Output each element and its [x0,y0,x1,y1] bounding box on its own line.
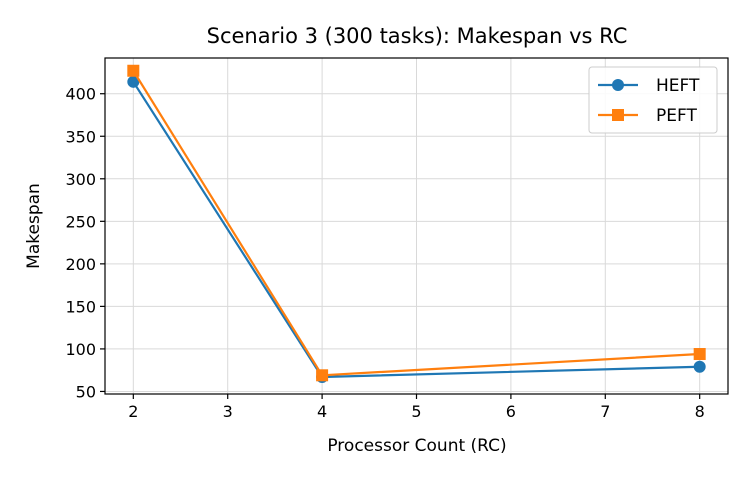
x-tick-label: 6 [506,402,516,421]
y-axis-label: Makespan [24,183,44,269]
data-point-peft [127,64,140,77]
legend-label-peft: PEFT [656,106,697,126]
y-tick-label: 350 [65,127,96,146]
y-tick-label: 250 [65,212,96,231]
legend-label-heft: HEFT [656,76,700,96]
x-axis-label: Processor Count (RC) [327,436,506,456]
x-tick-label: 8 [695,402,705,421]
data-point-peft [316,369,329,382]
data-point-heft [693,360,706,373]
y-tick-label: 100 [65,340,96,359]
chart-title: Scenario 3 (300 tasks): Makespan vs RC [207,24,628,48]
series-layer [127,64,706,383]
x-tick-label: 3 [223,402,233,421]
data-point-peft [693,348,706,361]
y-tick-label: 50 [76,382,96,401]
y-tick-label: 200 [65,255,96,274]
series-peft [127,64,706,382]
x-tick-label: 2 [128,402,138,421]
x-tick-label: 4 [317,402,327,421]
y-tick-label: 400 [65,85,96,104]
axis-ticks: 2 3 4 5 6 7 8 50 100 150 200 250 300 350 400 [65,85,704,421]
legend: HEFT PEFT [588,66,718,134]
data-point-heft [127,75,140,88]
x-tick-label: 7 [600,402,610,421]
x-tick-label: 5 [411,402,421,421]
legend-entry-peft: PEFT [598,106,697,126]
legend-marker-peft [612,109,624,121]
y-tick-label: 300 [65,170,96,189]
legend-marker-heft [612,79,624,91]
y-tick-label: 150 [65,297,96,316]
legend-entry-heft: HEFT [598,76,700,96]
